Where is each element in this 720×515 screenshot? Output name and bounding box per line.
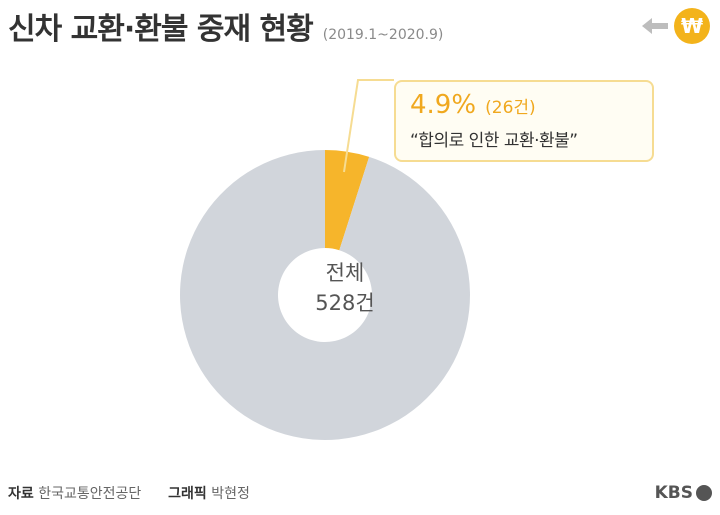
callout-count: (26건) (485, 98, 536, 118)
center-label-total: 528건 (315, 291, 375, 315)
center-label-title: 전체 (325, 261, 365, 285)
kbs-logo-text: KBS (654, 483, 693, 503)
header: 신차 교환·환불 중재 현황 (2019.1~2020.9) (8, 4, 443, 52)
arrow-left-icon (642, 18, 668, 34)
graphic-credit: 박현정 (211, 486, 250, 502)
page-title: 신차 교환·환불 중재 현황 (8, 12, 314, 47)
period-label: (2019.1~2020.9) (322, 27, 444, 43)
kbs-logo-mark (696, 485, 712, 501)
footer: 자료 한국교통안전공단 그래픽 박현정 (8, 483, 250, 503)
source-text: 한국교통안전공단 (38, 486, 142, 502)
callout-percent: 4.9% (410, 90, 477, 120)
callout-description: “합의로 인한 교환·환불” (410, 131, 578, 151)
donut-slice-1 (179, 150, 470, 441)
source-label: 자료 (8, 486, 34, 502)
graphic-label: 그래픽 (168, 486, 207, 502)
center-label: 전체 528건 (270, 258, 420, 318)
callout-leader-line (343, 79, 394, 173)
donut-slice-0 (325, 150, 370, 251)
callout-box: 4.9% (26건) “합의로 인한 교환·환불” (394, 80, 654, 162)
won-icon: ₩ (674, 8, 710, 44)
kbs-logo: KBS (655, 483, 712, 503)
